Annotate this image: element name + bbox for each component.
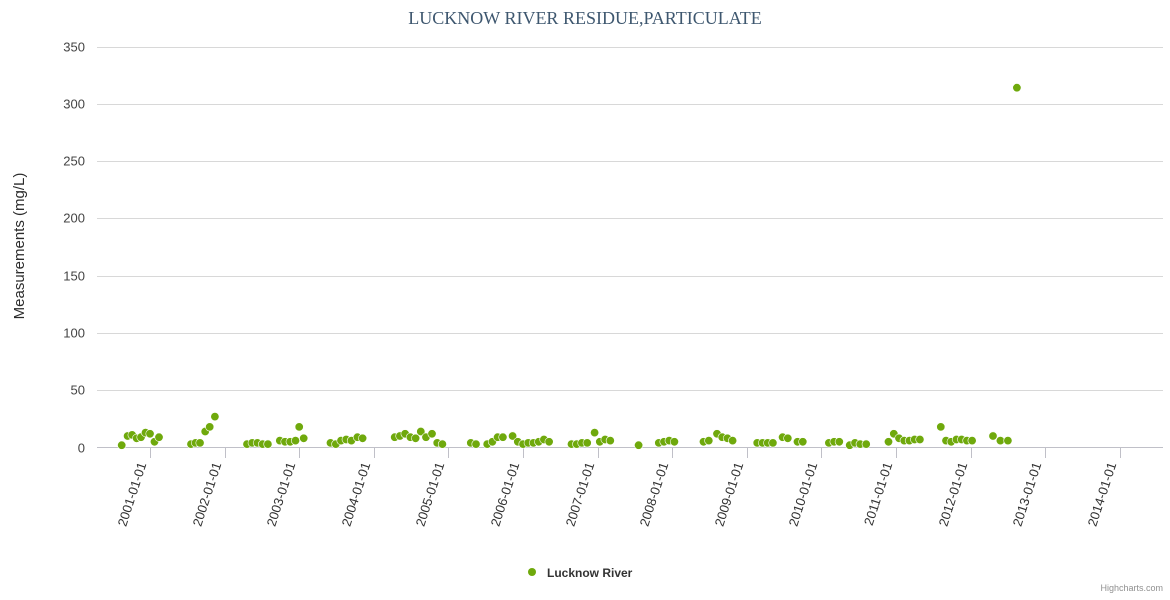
data-point[interactable]: [582, 438, 592, 448]
data-point[interactable]: [154, 432, 164, 442]
data-point[interactable]: [508, 431, 518, 441]
legend-marker-icon: [528, 568, 536, 576]
data-point[interactable]: [263, 439, 273, 449]
y-axis-title: Measurements (mg/L): [11, 173, 28, 320]
data-point[interactable]: [437, 439, 447, 449]
y-gridlines: [97, 47, 1163, 391]
y-tick-label: 350: [63, 40, 85, 55]
data-point[interactable]: [210, 412, 220, 422]
x-axis-tick-marks: [150, 448, 1121, 458]
data-point[interactable]: [544, 437, 554, 447]
data-point[interactable]: [995, 436, 1005, 446]
data-point[interactable]: [1012, 83, 1022, 93]
data-point[interactable]: [590, 428, 600, 438]
data-point[interactable]: [299, 433, 309, 443]
data-point[interactable]: [205, 422, 215, 432]
data-point[interactable]: [290, 436, 300, 446]
data-point[interactable]: [704, 436, 714, 446]
data-point[interactable]: [967, 436, 977, 446]
data-point[interactable]: [768, 438, 778, 448]
y-tick-label: 150: [63, 269, 85, 284]
data-point[interactable]: [605, 436, 615, 446]
y-tick-label: 0: [78, 441, 85, 456]
data-point[interactable]: [634, 440, 644, 450]
chart-legend[interactable]: Lucknow River: [528, 566, 633, 580]
data-point[interactable]: [117, 440, 127, 450]
data-point[interactable]: [498, 432, 508, 442]
data-point[interactable]: [883, 437, 893, 447]
data-point[interactable]: [195, 438, 205, 448]
data-point[interactable]: [669, 437, 679, 447]
data-point[interactable]: [728, 436, 738, 446]
y-tick-label: 200: [63, 211, 85, 226]
data-point-series: [117, 83, 1022, 450]
legend-item-label[interactable]: Lucknow River: [547, 566, 633, 580]
data-point[interactable]: [783, 433, 793, 443]
data-point[interactable]: [915, 434, 925, 444]
data-point[interactable]: [798, 437, 808, 447]
chart-title: LUCKNOW RIVER RESIDUE,PARTICULATE: [408, 8, 761, 28]
y-axis-tick-labels: 0 50 100 150 200 250 300 350: [63, 40, 85, 456]
y-tick-label: 100: [63, 326, 85, 341]
y-tick-label: 250: [63, 154, 85, 169]
credits-label[interactable]: Highcharts.com: [1100, 583, 1163, 593]
data-point[interactable]: [294, 422, 304, 432]
data-point[interactable]: [988, 431, 998, 441]
data-point[interactable]: [1003, 436, 1013, 446]
data-point[interactable]: [471, 439, 481, 449]
y-tick-label: 50: [71, 383, 85, 398]
data-point[interactable]: [861, 439, 871, 449]
data-point[interactable]: [411, 433, 421, 443]
data-point[interactable]: [936, 422, 946, 432]
data-point[interactable]: [834, 437, 844, 447]
data-point[interactable]: [145, 429, 155, 439]
data-point[interactable]: [416, 426, 426, 436]
data-point[interactable]: [358, 433, 368, 443]
data-point[interactable]: [427, 429, 437, 439]
y-tick-label: 300: [63, 97, 85, 112]
